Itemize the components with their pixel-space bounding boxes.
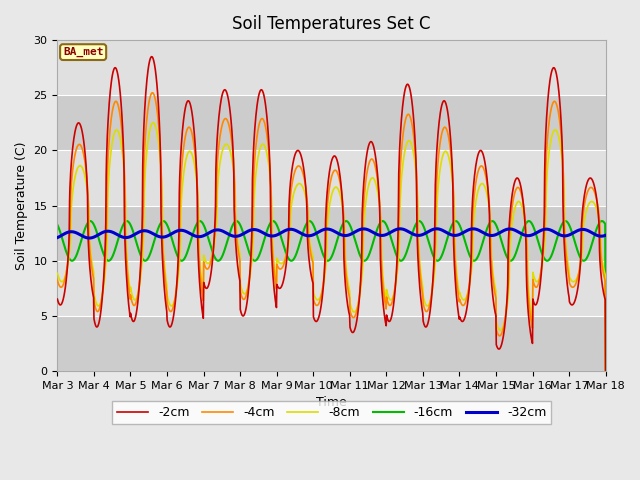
-16cm — [537, 247, 545, 253]
-4cm — [417, 278, 425, 284]
Bar — [58, 261, 605, 316]
-32cm — [54, 235, 61, 240]
-8cm — [149, 120, 157, 125]
-2cm — [602, 368, 609, 374]
Bar — [58, 95, 605, 150]
-8cm — [176, 256, 184, 262]
-2cm — [417, 296, 425, 302]
-32cm — [489, 232, 497, 238]
-32cm — [538, 228, 545, 233]
Bar — [58, 316, 605, 371]
-16cm — [417, 219, 425, 225]
-4cm — [54, 277, 61, 283]
X-axis label: Time: Time — [316, 396, 347, 409]
Title: Soil Temperatures Set C: Soil Temperatures Set C — [232, 15, 431, 33]
-16cm — [237, 223, 244, 229]
Line: -16cm: -16cm — [58, 221, 605, 371]
-2cm — [176, 175, 184, 181]
-2cm — [54, 296, 61, 302]
-32cm — [602, 232, 609, 238]
Line: -2cm: -2cm — [58, 57, 605, 371]
-32cm — [433, 226, 441, 232]
-2cm — [537, 275, 545, 281]
-32cm — [86, 235, 93, 241]
-4cm — [148, 90, 156, 96]
-8cm — [488, 266, 496, 272]
-8cm — [54, 270, 61, 276]
-2cm — [237, 310, 245, 315]
-8cm — [602, 368, 609, 374]
-32cm — [237, 232, 245, 238]
-32cm — [176, 228, 184, 233]
Y-axis label: Soil Temperature (C): Soil Temperature (C) — [15, 142, 28, 270]
-4cm — [602, 368, 609, 374]
-8cm — [163, 279, 170, 285]
Line: -8cm: -8cm — [58, 122, 605, 371]
Bar — [58, 40, 605, 95]
-16cm — [602, 368, 609, 374]
Legend: -2cm, -4cm, -8cm, -16cm, -32cm: -2cm, -4cm, -8cm, -16cm, -32cm — [112, 401, 551, 424]
-2cm — [148, 54, 156, 60]
-32cm — [417, 232, 425, 238]
-16cm — [175, 256, 183, 262]
Bar — [58, 150, 605, 205]
-8cm — [237, 284, 245, 290]
-4cm — [176, 231, 184, 237]
-16cm — [54, 222, 61, 228]
-16cm — [488, 218, 496, 224]
Bar — [58, 205, 605, 261]
-4cm — [488, 273, 496, 279]
-16cm — [162, 220, 170, 226]
Line: -32cm: -32cm — [58, 229, 605, 238]
-8cm — [417, 271, 425, 276]
-2cm — [488, 290, 496, 296]
Line: -4cm: -4cm — [58, 93, 605, 371]
Text: BA_met: BA_met — [63, 47, 104, 57]
-8cm — [537, 270, 545, 276]
-2cm — [163, 306, 170, 312]
-4cm — [537, 269, 545, 275]
-4cm — [163, 288, 170, 293]
-4cm — [237, 291, 245, 297]
-16cm — [269, 218, 277, 224]
-32cm — [163, 233, 170, 239]
